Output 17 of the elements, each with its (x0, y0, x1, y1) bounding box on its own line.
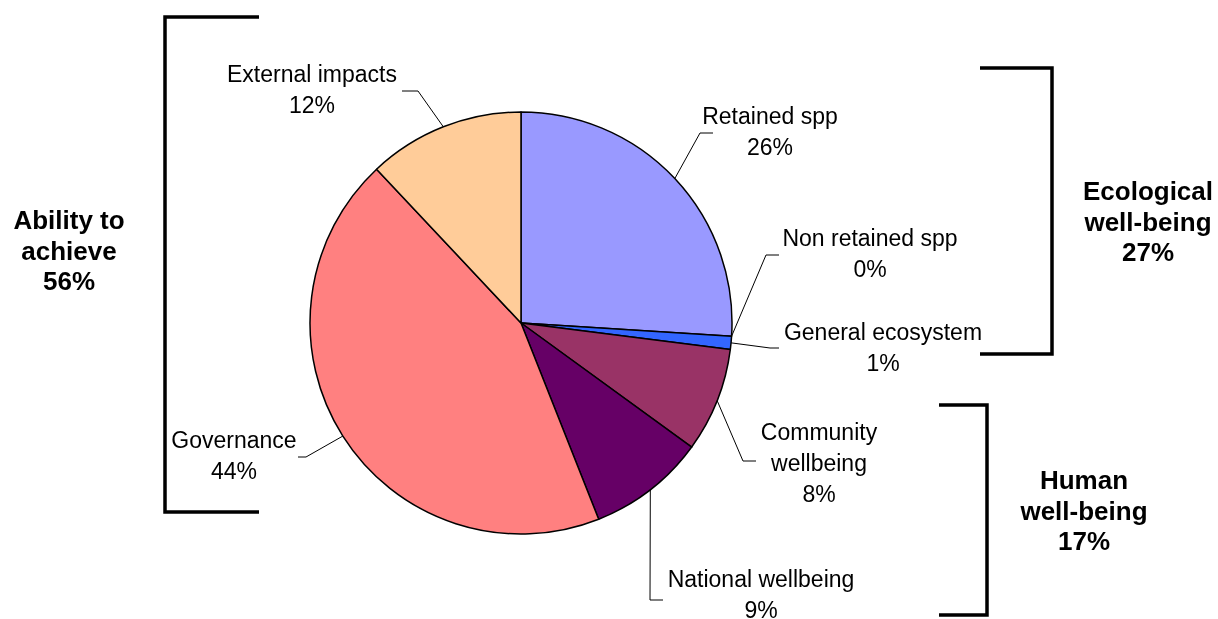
text: Ecological well-being 27% (1082, 176, 1214, 267)
data-label: 9% (744, 597, 778, 619)
data-label: 1% (866, 350, 900, 376)
slice-label: General ecosystem (783, 319, 983, 345)
text: Human well-being 17% (1019, 465, 1148, 556)
slice-label: Governance (171, 427, 297, 453)
data-label: 44% (210, 458, 258, 484)
text: 0% (853, 256, 887, 282)
data-label: 26% (746, 134, 794, 160)
slice-label: External impacts (226, 61, 398, 87)
text: Ability to achieve 56% (13, 205, 125, 296)
slice-label: Retained spp (702, 103, 838, 129)
category-label: Non retained spp (782, 225, 958, 251)
data-label: 12% (288, 92, 336, 118)
slice-label: Community wellbeing (760, 419, 878, 476)
data-label: 8% (802, 481, 836, 507)
slice-label: National wellbeing (667, 566, 855, 592)
